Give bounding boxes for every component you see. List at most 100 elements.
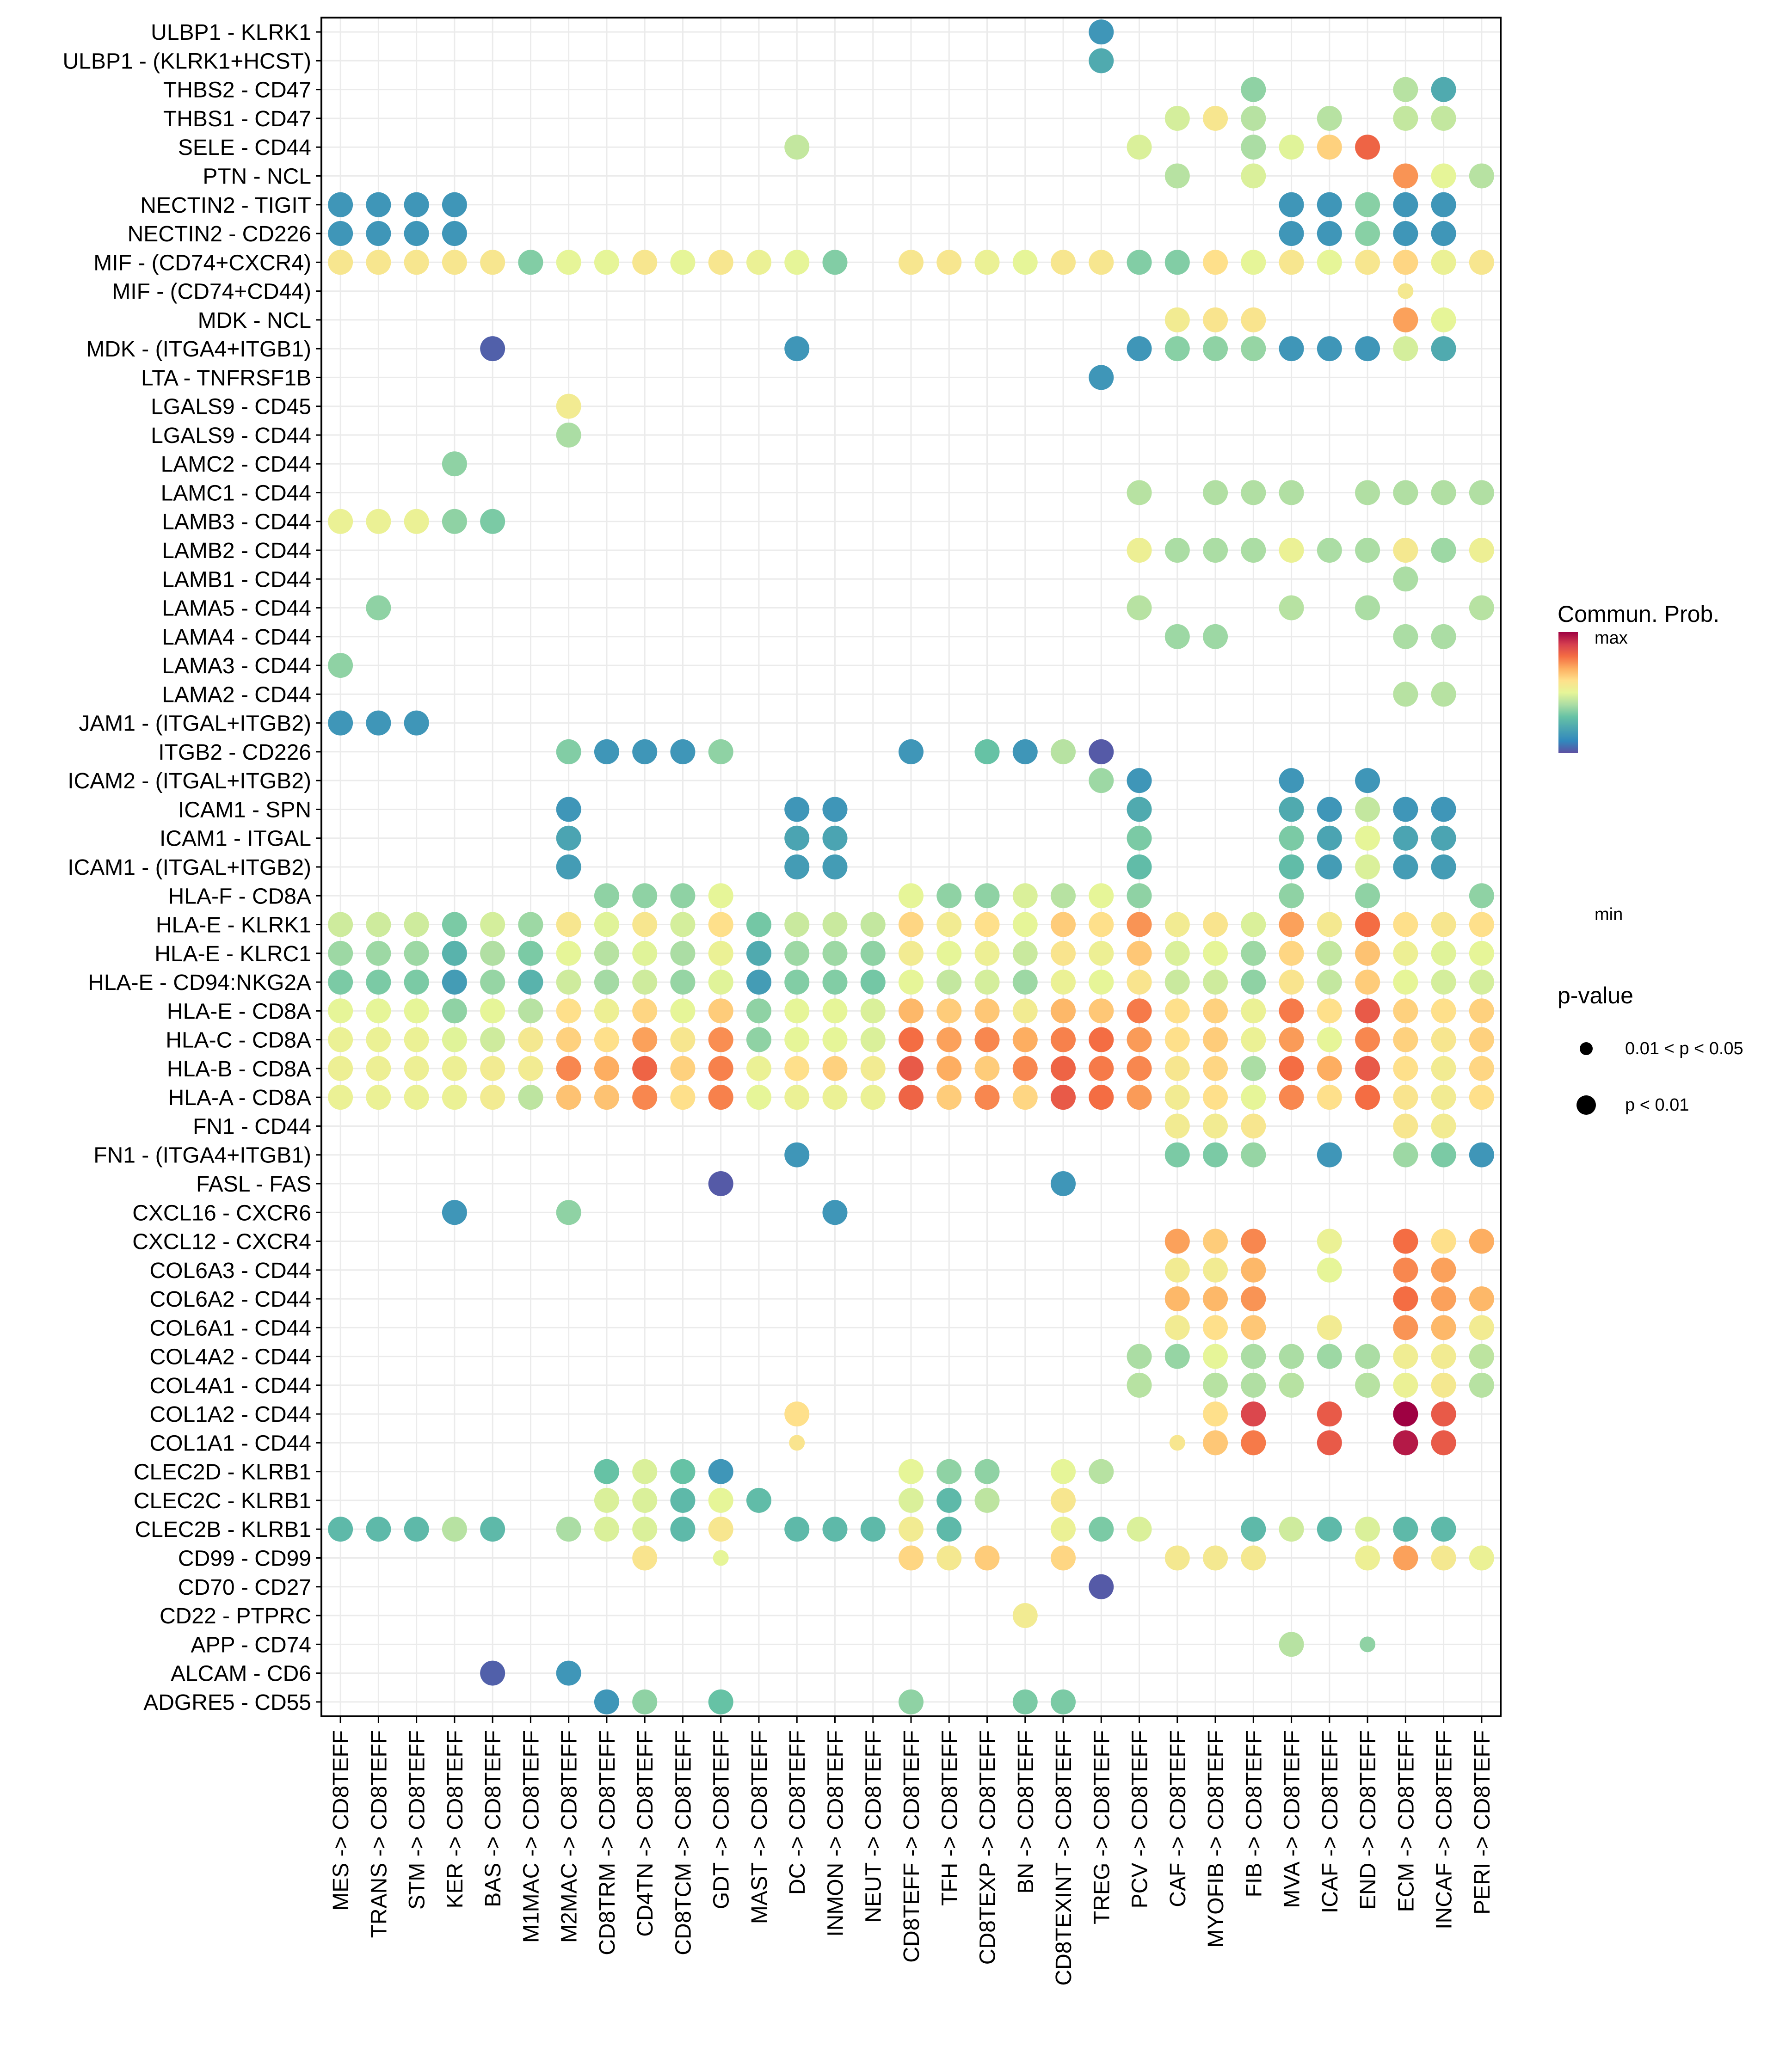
- size-legend-small-label: 0.01 < p < 0.05: [1625, 1039, 1743, 1058]
- data-point: [1127, 797, 1152, 822]
- y-tick-label: LAMB1 - CD44: [162, 567, 311, 592]
- y-tick-label: THBS2 - CD47: [163, 78, 311, 103]
- data-point: [784, 1142, 810, 1167]
- data-point: [1089, 739, 1114, 764]
- data-point: [860, 1085, 886, 1110]
- data-point: [784, 1517, 810, 1542]
- data-point: [404, 192, 429, 217]
- data-point: [1241, 1545, 1266, 1571]
- data-point: [1279, 768, 1304, 793]
- data-point: [1355, 1027, 1380, 1052]
- data-point: [632, 940, 658, 966]
- y-tick-label: CD70 - CD27: [178, 1575, 311, 1600]
- data-point: [822, 797, 848, 822]
- data-point: [708, 1689, 733, 1714]
- data-point: [480, 1056, 505, 1081]
- data-point: [1393, 538, 1418, 563]
- data-point: [1279, 336, 1304, 362]
- data-point: [1241, 1286, 1266, 1312]
- data-point: [899, 970, 924, 995]
- data-point: [1355, 538, 1380, 563]
- y-tick-label: HLA-C - CD8A: [166, 1028, 311, 1053]
- data-point: [1203, 1027, 1228, 1052]
- data-point: [1127, 768, 1152, 793]
- data-point: [1203, 1344, 1228, 1369]
- data-point: [404, 1056, 429, 1081]
- x-tick-label: KER -> CD8TEFF: [443, 1730, 468, 1908]
- data-point: [442, 1027, 467, 1052]
- data-point: [366, 595, 391, 621]
- data-point: [1431, 1142, 1456, 1167]
- data-point: [404, 1517, 429, 1542]
- data-point: [1279, 1056, 1304, 1081]
- data-point: [1241, 912, 1266, 937]
- size-legend-small-dot: [1580, 1042, 1593, 1055]
- data-point: [936, 250, 962, 275]
- data-point: [518, 912, 543, 937]
- data-point: [670, 739, 696, 764]
- data-point: [480, 912, 505, 937]
- data-point: [404, 912, 429, 937]
- data-point: [518, 940, 543, 966]
- data-point: [632, 250, 658, 275]
- data-point: [1317, 105, 1342, 131]
- data-point: [899, 1517, 924, 1542]
- y-tick-label: LAMA3 - CD44: [162, 654, 311, 678]
- data-point: [708, 1027, 733, 1052]
- y-tick-label: HLA-F - CD8A: [168, 884, 311, 909]
- x-tick-label: END -> CD8TEFF: [1356, 1730, 1380, 1910]
- data-point: [1431, 307, 1456, 332]
- data-point: [328, 710, 353, 736]
- data-point: [1012, 970, 1038, 995]
- data-point: [1089, 1459, 1114, 1484]
- data-point: [1355, 825, 1380, 851]
- data-point: [556, 854, 581, 879]
- y-tick-label: HLA-B - CD8A: [167, 1057, 311, 1081]
- data-point: [1203, 1401, 1228, 1427]
- data-point: [708, 998, 733, 1024]
- data-point: [1051, 1459, 1076, 1484]
- data-point: [1431, 1113, 1456, 1139]
- data-point: [1355, 854, 1380, 879]
- data-point: [1164, 912, 1190, 937]
- data-point: [556, 1027, 581, 1052]
- data-point: [1355, 480, 1380, 505]
- data-point: [899, 1545, 924, 1571]
- data-point: [784, 797, 810, 822]
- data-point: [784, 854, 810, 879]
- data-point: [1431, 1085, 1456, 1110]
- data-point: [708, 1517, 733, 1542]
- data-point: [594, 1056, 619, 1081]
- data-point: [822, 825, 848, 851]
- data-point: [1169, 1435, 1185, 1451]
- data-point: [974, 912, 1000, 937]
- data-point: [1089, 1056, 1114, 1081]
- data-point: [1469, 538, 1494, 563]
- data-point: [1051, 940, 1076, 966]
- data-point: [442, 221, 467, 246]
- data-point: [556, 250, 581, 275]
- data-point: [1469, 1372, 1494, 1398]
- data-point: [594, 739, 619, 764]
- data-point: [1203, 998, 1228, 1024]
- data-point: [1279, 825, 1304, 851]
- data-point: [1012, 940, 1038, 966]
- data-point: [708, 1085, 733, 1110]
- y-tick-label: THBS1 - CD47: [163, 107, 311, 131]
- data-point: [670, 1085, 696, 1110]
- data-point: [1089, 1574, 1114, 1599]
- data-point: [670, 1517, 696, 1542]
- data-point: [1127, 883, 1152, 909]
- data-point: [784, 940, 810, 966]
- data-point: [594, 1085, 619, 1110]
- data-point: [480, 1517, 505, 1542]
- data-point: [1469, 1545, 1494, 1571]
- data-point: [1393, 163, 1418, 189]
- data-point: [1355, 912, 1380, 937]
- data-point: [1279, 192, 1304, 217]
- data-point: [1203, 1056, 1228, 1081]
- data-point: [1393, 250, 1418, 275]
- y-axis: ULBP1 - KLRK1 ULBP1 - (KLRK1+HCST) THBS2 -…: [63, 20, 321, 1715]
- data-point: [1012, 1085, 1038, 1110]
- data-point: [1393, 1344, 1418, 1369]
